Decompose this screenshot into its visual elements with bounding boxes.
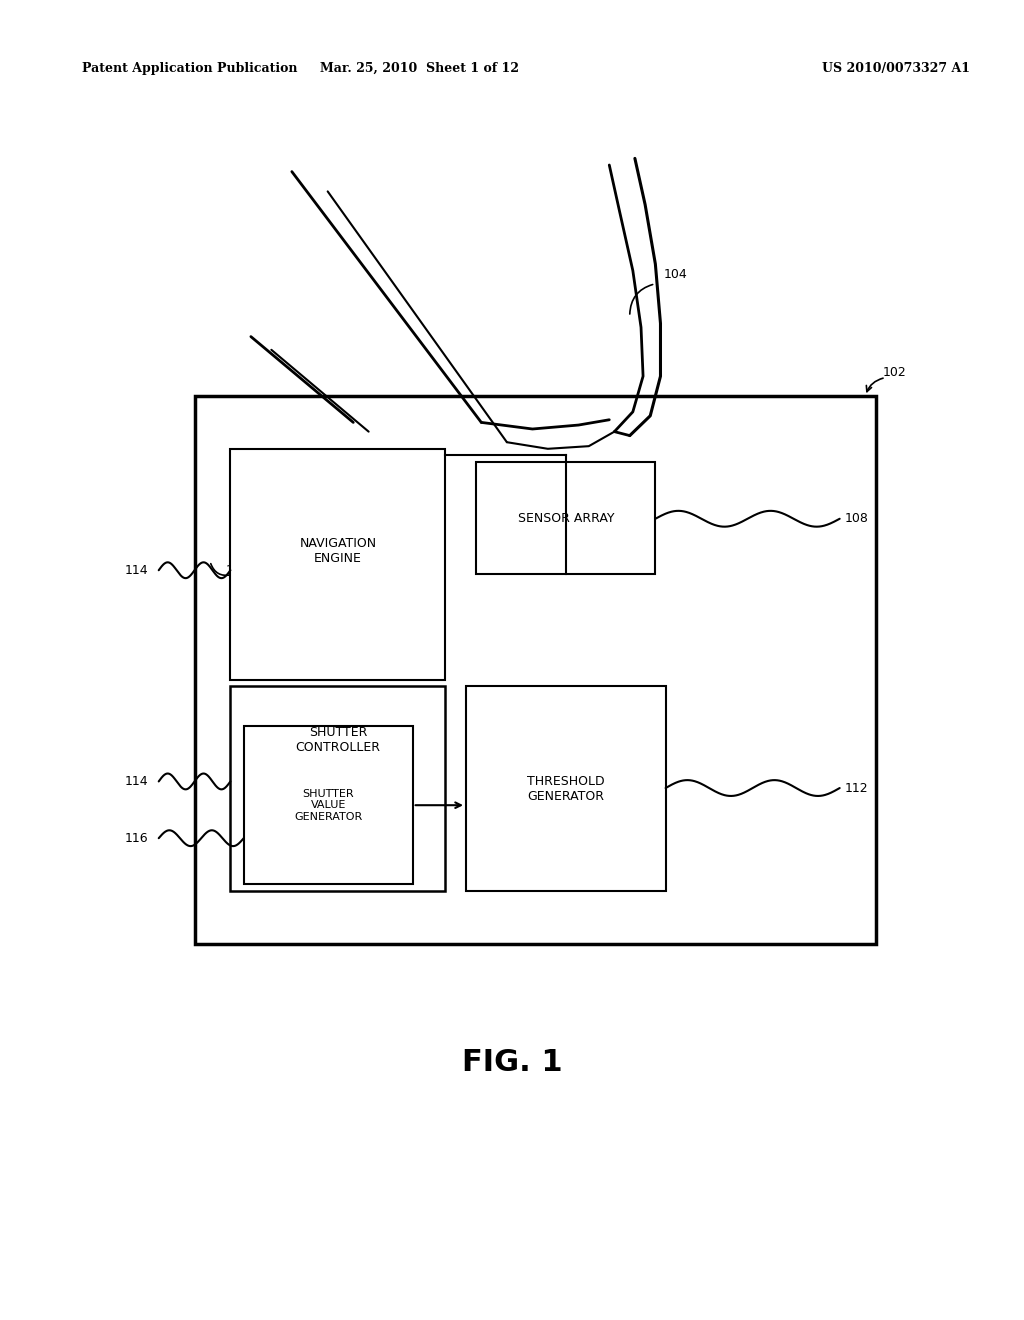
- Bar: [244, 726, 413, 884]
- Text: SHUTTER
CONTROLLER: SHUTTER CONTROLLER: [295, 726, 381, 754]
- Text: Patent Application Publication: Patent Application Publication: [82, 62, 297, 75]
- Text: 102: 102: [883, 366, 906, 379]
- Text: 104: 104: [664, 268, 687, 281]
- Text: SHUTTER
VALUE
GENERATOR: SHUTTER VALUE GENERATOR: [294, 788, 362, 822]
- Bar: [230, 686, 445, 891]
- Bar: [466, 686, 666, 891]
- Text: NAVIGATION
ENGINE: NAVIGATION ENGINE: [299, 537, 377, 565]
- Bar: [476, 462, 655, 574]
- Text: THRESHOLD
GENERATOR: THRESHOLD GENERATOR: [527, 775, 604, 803]
- Text: Mar. 25, 2010  Sheet 1 of 12: Mar. 25, 2010 Sheet 1 of 12: [321, 62, 519, 75]
- Text: 114: 114: [125, 775, 148, 788]
- Text: 112: 112: [845, 781, 868, 795]
- Text: 100: 100: [225, 564, 249, 577]
- Text: 114: 114: [125, 564, 148, 577]
- Text: FIG. 1: FIG. 1: [462, 1048, 562, 1077]
- Text: 116: 116: [125, 832, 148, 845]
- Text: US 2010/0073327 A1: US 2010/0073327 A1: [822, 62, 970, 75]
- Bar: [230, 449, 445, 680]
- Text: 108: 108: [845, 512, 868, 525]
- Text: SENSOR ARRAY: SENSOR ARRAY: [517, 512, 614, 524]
- Bar: [195, 396, 876, 944]
